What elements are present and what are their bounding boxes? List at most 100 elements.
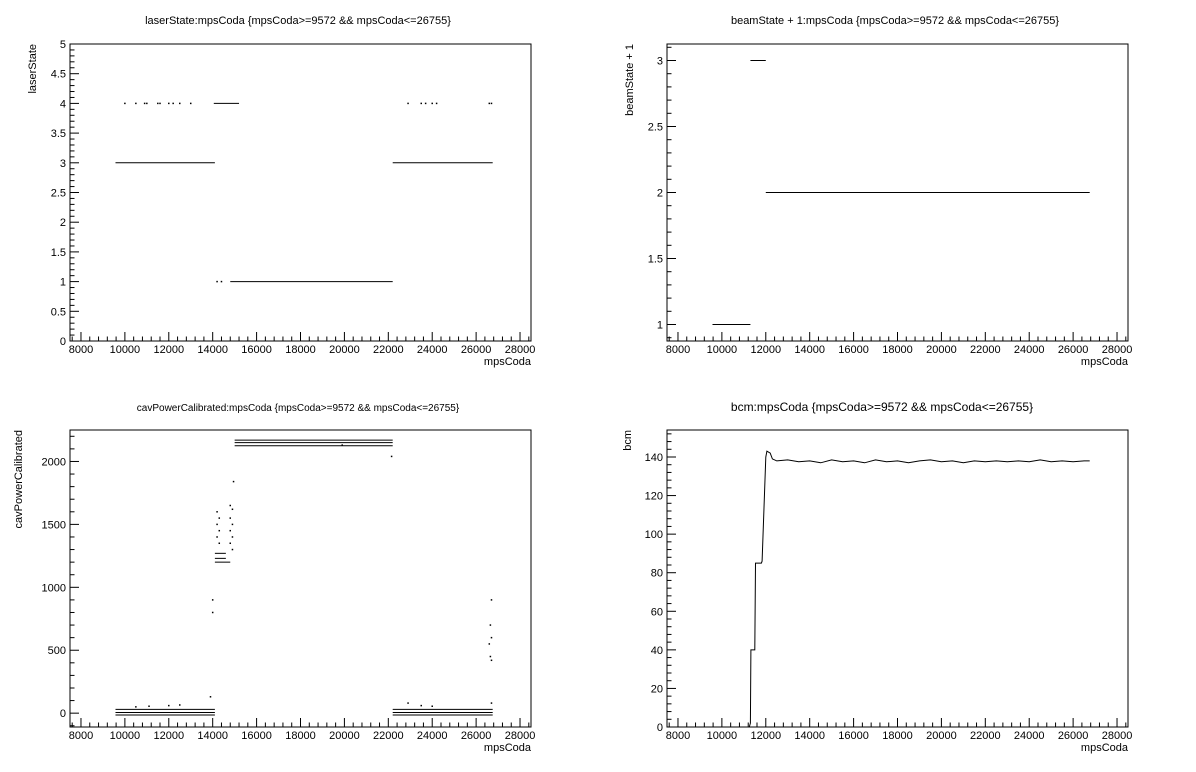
data-point <box>489 624 492 626</box>
y-tick-label: 1.5 <box>648 254 663 266</box>
data-point <box>490 636 493 639</box>
y-tick-label: 120 <box>645 491 663 503</box>
y-tick-label: 20 <box>651 683 663 695</box>
x-tick-label: 14000 <box>794 344 825 356</box>
x-tick-label: 18000 <box>285 344 316 356</box>
x-tick-label: 16000 <box>838 344 869 356</box>
y-axis-label: beamState + 1 <box>624 44 636 116</box>
data-point <box>135 706 137 708</box>
x-tick-label: 22000 <box>373 730 404 742</box>
data-point <box>229 517 232 519</box>
y-tick-label: 2.5 <box>648 122 663 134</box>
x-tick-label: 20000 <box>926 730 957 742</box>
x-tick-label: 8000 <box>666 344 690 356</box>
data-point <box>420 102 422 105</box>
data-point <box>435 102 438 105</box>
y-tick-label: 5 <box>60 39 66 51</box>
y-tick-label: 3 <box>657 56 663 68</box>
data-point <box>218 517 221 519</box>
data-point <box>218 529 221 532</box>
data-point <box>124 102 126 105</box>
x-tick-label: 10000 <box>110 344 141 356</box>
plot-frame <box>69 43 532 342</box>
chart-title: laserState:mpsCoda {mpsCoda>=9572 && mps… <box>145 15 451 27</box>
x-tick-label: 16000 <box>241 344 272 356</box>
x-axis-label: mpsCoda <box>484 356 532 368</box>
data-point <box>490 599 493 601</box>
x-tick-label: 12000 <box>750 344 781 356</box>
y-tick-label: 0 <box>60 336 66 348</box>
data-series-line <box>748 450 1090 728</box>
y-tick-label: 0.5 <box>51 306 66 318</box>
data-point <box>488 643 491 645</box>
data-point <box>407 702 409 704</box>
y-tick-label: 4 <box>60 98 66 110</box>
data-point <box>216 280 218 283</box>
y-tick-label: 100 <box>645 529 663 541</box>
y-tick-label: 2.5 <box>51 188 66 200</box>
data-point <box>211 611 214 614</box>
chart-panel-2: beamState + 1:mpsCoda {mpsCoda>=9572 && … <box>624 15 1132 368</box>
x-tick-label: 8000 <box>69 730 93 742</box>
x-tick-label: 24000 <box>417 344 448 356</box>
data-point <box>172 102 174 105</box>
x-tick-label: 26000 <box>461 344 492 356</box>
data-point <box>490 659 493 662</box>
data-point <box>189 102 192 105</box>
y-tick-label: 1 <box>60 277 66 289</box>
data-point <box>179 102 181 105</box>
x-tick-label: 20000 <box>329 730 360 742</box>
data-point <box>146 102 148 105</box>
data-point <box>431 102 433 105</box>
data-point <box>216 511 218 513</box>
data-point <box>488 102 491 105</box>
chart-title: bcm:mpsCoda {mpsCoda>=9572 && mpsCoda<=2… <box>731 400 1033 414</box>
x-tick-label: 18000 <box>882 730 913 742</box>
y-axis-label: laserState <box>27 44 39 94</box>
chart-panel-4: bcm:mpsCoda {mpsCoda>=9572 && mpsCoda<=2… <box>622 400 1132 754</box>
data-point <box>148 705 150 707</box>
x-tick-label: 24000 <box>417 730 448 742</box>
chart-panel-3: cavPowerCalibrated:mpsCoda {mpsCoda>=957… <box>13 403 535 754</box>
data-point <box>168 704 170 707</box>
y-tick-label: 40 <box>651 645 663 657</box>
x-tick-label: 12000 <box>750 730 781 742</box>
data-point <box>211 599 214 601</box>
data-point <box>341 444 343 446</box>
data-point <box>420 704 422 707</box>
x-tick-label: 8000 <box>666 730 690 742</box>
y-tick-label: 500 <box>48 645 66 657</box>
x-tick-label: 10000 <box>707 730 738 742</box>
data-point <box>431 705 433 707</box>
data-point <box>218 542 221 545</box>
data-point <box>220 280 223 283</box>
x-tick-label: 14000 <box>197 730 228 742</box>
y-tick-label: 0 <box>657 722 663 734</box>
y-tick-label: 1500 <box>42 519 66 531</box>
y-axis-label: cavPowerCalibrated <box>13 430 25 528</box>
y-tick-label: 2000 <box>42 456 66 468</box>
data-point <box>231 523 234 526</box>
x-tick-label: 24000 <box>1014 730 1045 742</box>
data-point <box>168 102 170 105</box>
data-point <box>216 523 218 526</box>
data-point <box>209 696 212 698</box>
data-point <box>231 508 234 511</box>
data-point <box>231 548 234 551</box>
x-tick-label: 24000 <box>1014 344 1045 356</box>
x-tick-label: 22000 <box>970 730 1001 742</box>
data-point <box>229 529 232 532</box>
data-point <box>157 102 159 105</box>
y-tick-label: 1 <box>657 320 663 332</box>
x-tick-label: 18000 <box>882 344 913 356</box>
x-tick-label: 28000 <box>505 730 536 742</box>
y-tick-label: 140 <box>645 452 663 464</box>
chart-panel-1: laserState:mpsCoda {mpsCoda>=9572 && mps… <box>27 15 535 368</box>
chart-title: beamState + 1:mpsCoda {mpsCoda>=9572 && … <box>731 15 1059 27</box>
x-tick-label: 28000 <box>505 344 536 356</box>
x-tick-label: 12000 <box>153 344 184 356</box>
plot-frame <box>69 429 532 728</box>
x-tick-label: 22000 <box>970 344 1001 356</box>
data-point <box>135 102 137 105</box>
